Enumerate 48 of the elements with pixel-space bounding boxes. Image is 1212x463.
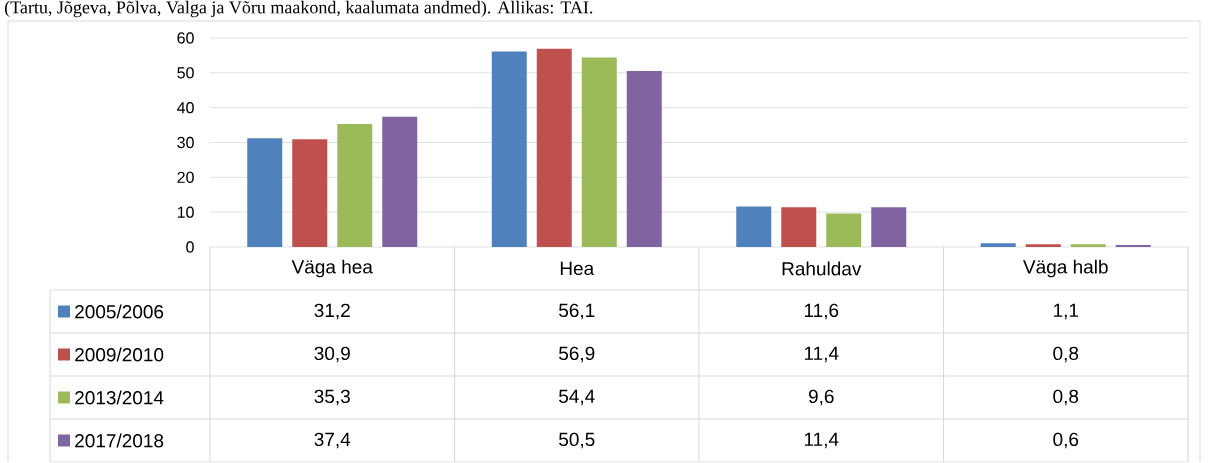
data-label: 11,4 bbox=[804, 346, 839, 363]
y-tick-label: 50 bbox=[177, 67, 194, 79]
bar bbox=[1115, 245, 1151, 248]
data-label: 9,6 bbox=[808, 389, 834, 406]
bar bbox=[826, 213, 862, 248]
y-tick-label: 10 bbox=[177, 206, 194, 219]
y-tick-label: 30 bbox=[177, 137, 194, 149]
x-tick-label: Rahuldav bbox=[782, 261, 862, 276]
bar bbox=[581, 57, 617, 248]
y-tick-label: 40 bbox=[177, 102, 194, 114]
legend-label: 2005/2006 bbox=[75, 304, 164, 319]
data-label: 50,5 bbox=[559, 432, 595, 449]
data-label: 30,9 bbox=[314, 346, 350, 363]
y-tick-label: 20 bbox=[177, 171, 194, 184]
data-label: 0,8 bbox=[1053, 346, 1079, 363]
data-label: 35,3 bbox=[314, 389, 350, 406]
bar bbox=[1070, 244, 1106, 248]
legend-label: 2013/2014 bbox=[75, 390, 164, 405]
data-label: 0,6 bbox=[1053, 432, 1079, 449]
x-tick-label: Hea bbox=[560, 262, 595, 276]
legend-label: 2017/2018 bbox=[75, 433, 164, 448]
bar bbox=[536, 49, 572, 248]
data-label: 37,4 bbox=[314, 432, 351, 449]
bar bbox=[1025, 244, 1061, 248]
bar bbox=[491, 51, 527, 248]
x-tick-label: Väga halb bbox=[1023, 259, 1108, 278]
bar bbox=[626, 71, 662, 248]
bar bbox=[382, 116, 418, 248]
text: (Tartu, Jõgeva, Põlva, Valga ja Võru maakond, kaalumata andmed). Allikas: TAI. bbox=[4, 1, 593, 18]
data-label: 54,4 bbox=[559, 389, 595, 406]
bar bbox=[980, 243, 1016, 248]
bar bbox=[871, 207, 907, 248]
bar bbox=[337, 124, 373, 248]
data-label: 11,4 bbox=[804, 432, 839, 449]
bar bbox=[781, 207, 817, 248]
data-label: 1,1 bbox=[1054, 303, 1079, 320]
y-tick-label: 0 bbox=[186, 241, 194, 253]
x-tick-label: Väga hea bbox=[291, 259, 373, 278]
bar bbox=[292, 139, 328, 248]
data-label: 56,1 bbox=[559, 303, 595, 320]
legend-label: 2009/2010 bbox=[75, 347, 164, 362]
data-label: 11,6 bbox=[804, 303, 839, 320]
bar bbox=[247, 138, 283, 248]
data-label: 31,2 bbox=[314, 303, 350, 320]
data-label: 56,9 bbox=[559, 346, 595, 363]
data-label: 0,8 bbox=[1053, 389, 1079, 406]
y-tick-label: 60 bbox=[177, 32, 194, 44]
bar bbox=[736, 206, 772, 248]
